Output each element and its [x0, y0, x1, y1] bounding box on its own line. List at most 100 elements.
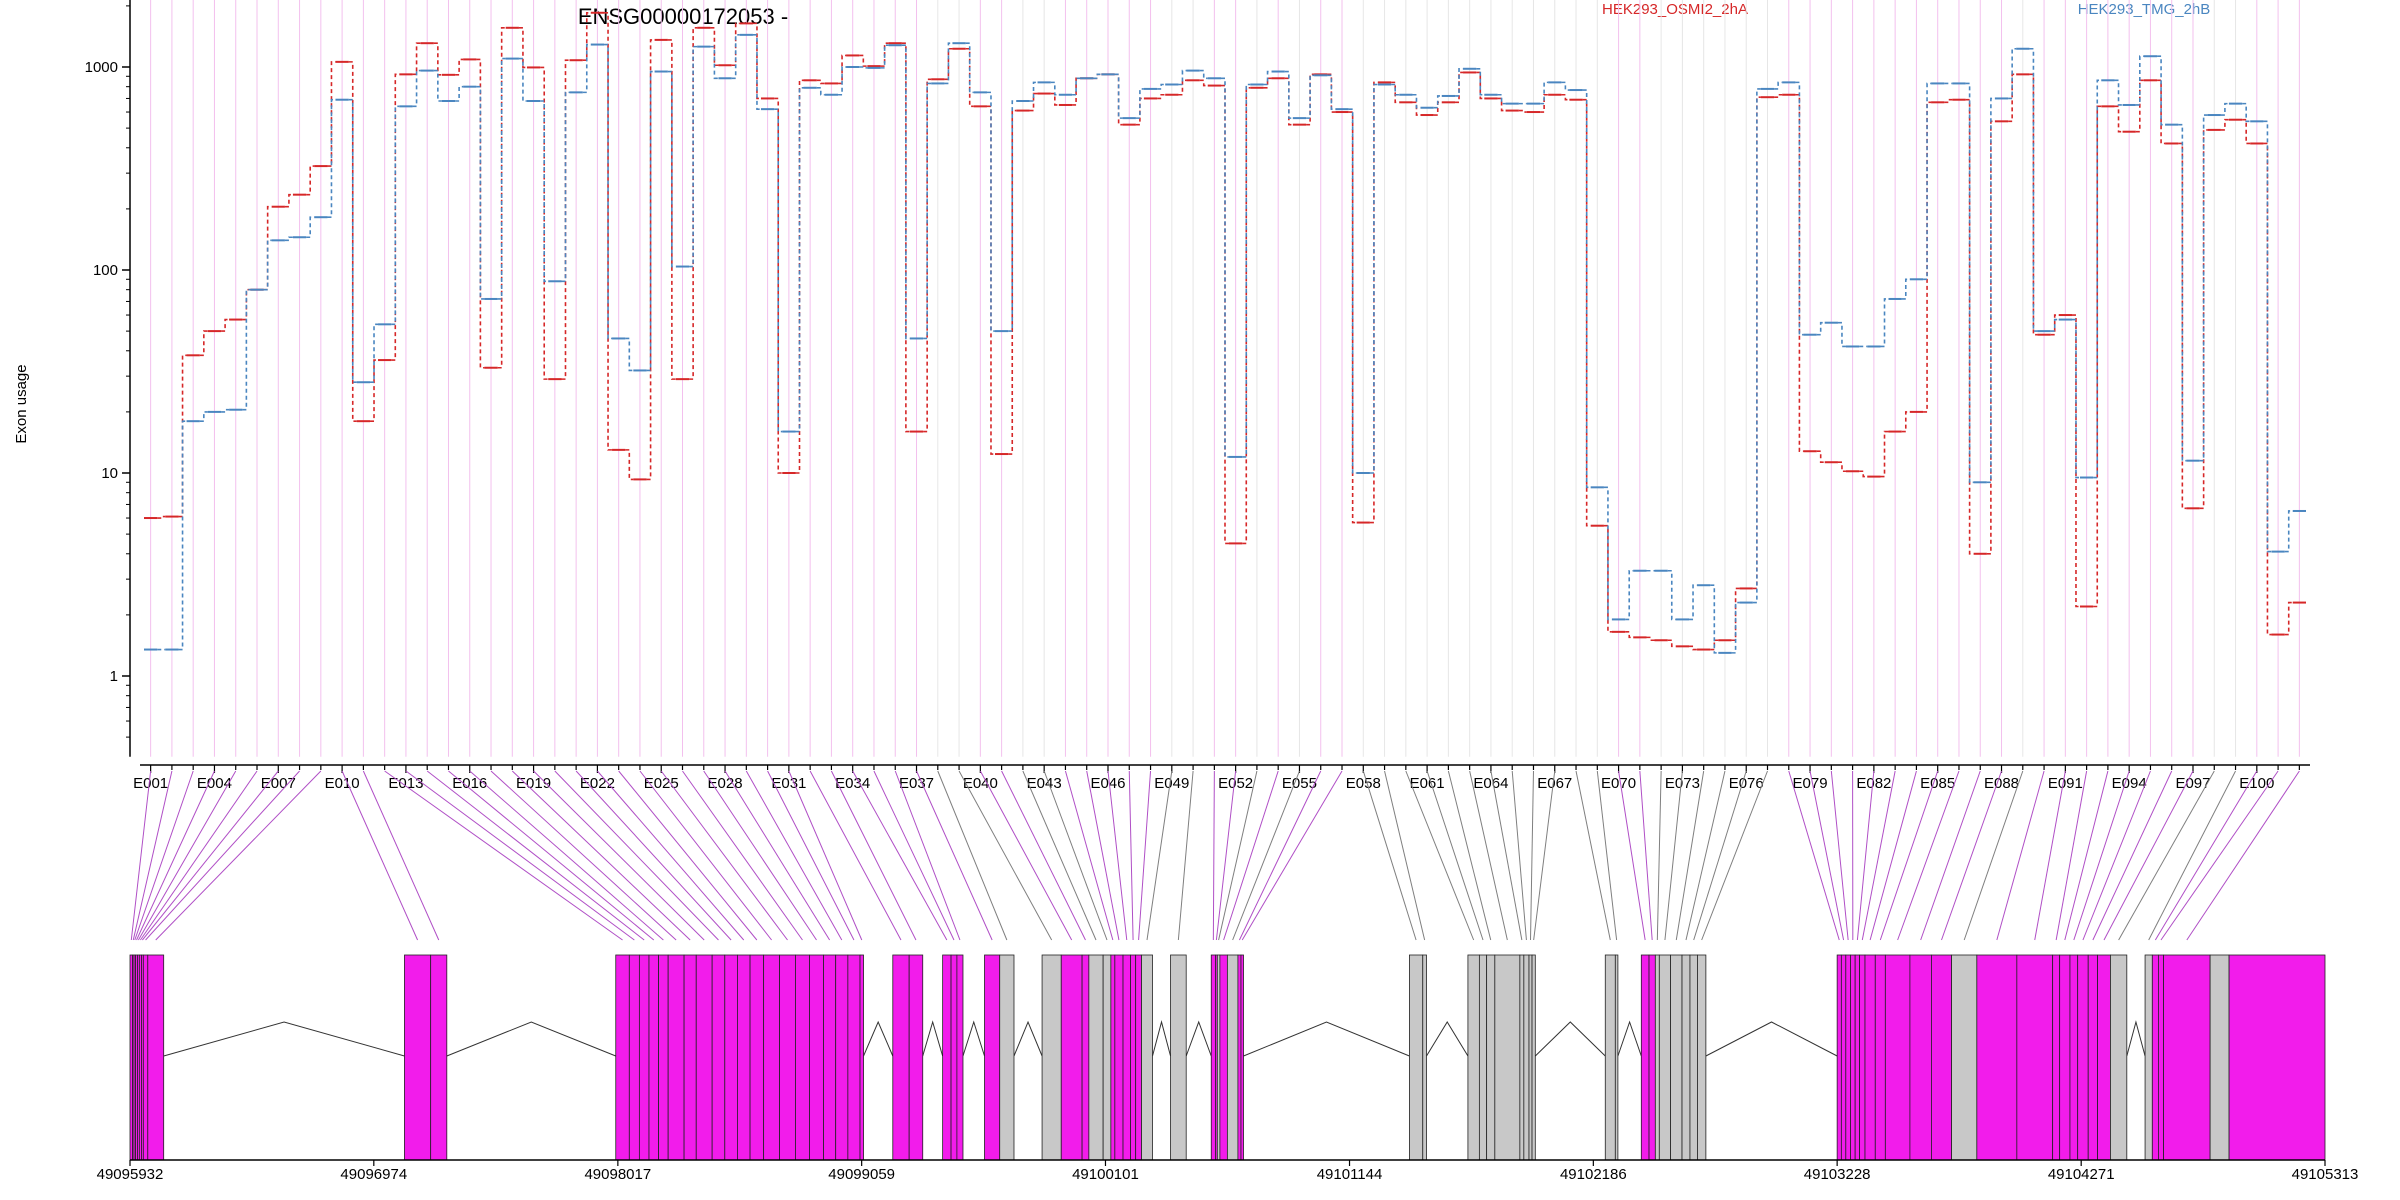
exon-link — [134, 770, 194, 941]
y-tick-label: 100 — [93, 262, 118, 279]
exon-box — [1874, 954, 1886, 1161]
exon-box — [1884, 954, 1911, 1161]
exon-box — [142, 954, 149, 1161]
exon-link — [1232, 770, 1300, 941]
exon-link — [426, 770, 645, 941]
series-connector — [1646, 636, 1655, 642]
exon-box — [795, 954, 810, 1161]
intron-line — [1013, 1020, 1043, 1057]
exon-link — [1212, 770, 1215, 941]
series-connector — [306, 216, 315, 239]
exon-link — [2103, 770, 2194, 941]
genomic-tick-label: 49105313 — [2292, 1166, 2359, 1183]
series-connector — [1284, 77, 1293, 126]
exon-box — [835, 954, 849, 1161]
series-connector — [1731, 601, 1740, 654]
series-connector — [1199, 79, 1208, 87]
exon-link-lines — [130, 770, 2300, 941]
series-connector — [1497, 97, 1506, 112]
exon-box — [1670, 954, 1683, 1161]
x-tick-label: E061 — [1410, 775, 1445, 792]
exon-box — [859, 954, 864, 1161]
series-connector — [1603, 524, 1612, 633]
series-connector — [2284, 601, 2293, 636]
series-connector — [1242, 86, 1251, 545]
series-connector — [901, 44, 910, 340]
exon-link — [597, 770, 745, 941]
exon-link — [136, 770, 215, 941]
series-connector — [1561, 81, 1570, 91]
series-connector — [2263, 142, 2272, 636]
series-connector — [965, 47, 974, 108]
series-connector — [2135, 55, 2144, 106]
series-connector — [2093, 79, 2102, 479]
series-connector — [667, 70, 676, 268]
x-tick-label: E052 — [1218, 775, 1253, 792]
series-connector — [2050, 314, 2059, 336]
series-connector — [2114, 105, 2123, 133]
exon-link — [937, 770, 1008, 941]
exon-link — [2092, 770, 2173, 941]
series-connector — [221, 318, 230, 332]
exon-box — [1640, 954, 1650, 1161]
series-connector — [1561, 93, 1570, 101]
exon-box — [147, 954, 165, 1161]
intron-line — [163, 1021, 405, 1057]
series-connector — [689, 45, 698, 268]
series-connector — [1901, 411, 1910, 433]
exon-box — [823, 954, 837, 1161]
exon-link — [1675, 770, 1705, 941]
exon-link — [1639, 770, 1653, 941]
series-connector — [1774, 81, 1783, 90]
series-connector — [1476, 67, 1485, 96]
exon-box — [1850, 954, 1856, 1161]
series-connector — [1901, 278, 1910, 300]
series-connector — [1667, 639, 1676, 648]
exon-link — [1241, 770, 1343, 941]
exon-box — [1654, 954, 1660, 1161]
exon-box — [1681, 954, 1691, 1161]
exon-link — [2082, 770, 2151, 941]
x-tick-label: E088 — [1984, 775, 2019, 792]
series-connector — [1986, 97, 1995, 484]
x-tick-label: E043 — [1027, 775, 1062, 792]
exon-link — [137, 770, 237, 941]
exon-link — [1177, 770, 1194, 941]
series-connector — [625, 449, 634, 481]
exon-box — [1210, 954, 1216, 1161]
series-connector — [1029, 81, 1038, 102]
exon-box — [1909, 954, 1932, 1161]
series-connector — [2071, 314, 2080, 608]
genomic-tick-label: 49104271 — [2048, 1166, 2115, 1183]
series-connector — [199, 330, 208, 357]
series-connector — [1837, 321, 1846, 348]
exon-link — [767, 770, 855, 941]
series-connector — [1859, 470, 1868, 478]
series-connector — [2220, 102, 2229, 116]
exon-box — [942, 954, 952, 1161]
exon-link — [1920, 770, 1981, 941]
x-tick-label: E046 — [1090, 775, 1125, 792]
series-connector — [1689, 584, 1698, 621]
exon-link — [554, 770, 719, 941]
exon-link — [1043, 770, 1108, 941]
exon-box — [1528, 954, 1533, 1161]
series-connector — [1923, 82, 1932, 281]
series-connector — [1157, 83, 1166, 90]
exon-box — [430, 954, 448, 1161]
series-connector — [157, 515, 166, 519]
series-connector — [2157, 55, 2166, 126]
series-connector — [1710, 584, 1719, 654]
x-tick-label: E007 — [261, 775, 296, 792]
series-connector — [263, 239, 272, 291]
series-connector — [2178, 123, 2187, 462]
exon-box — [2151, 954, 2159, 1161]
series-connector — [646, 39, 655, 481]
exon-link — [384, 770, 623, 941]
intron-line — [962, 1020, 985, 1057]
exon-box — [1110, 954, 1116, 1161]
series-connector — [1412, 93, 1421, 109]
exon-box — [779, 954, 796, 1161]
series-connector — [391, 73, 400, 361]
exon-box — [956, 954, 964, 1161]
